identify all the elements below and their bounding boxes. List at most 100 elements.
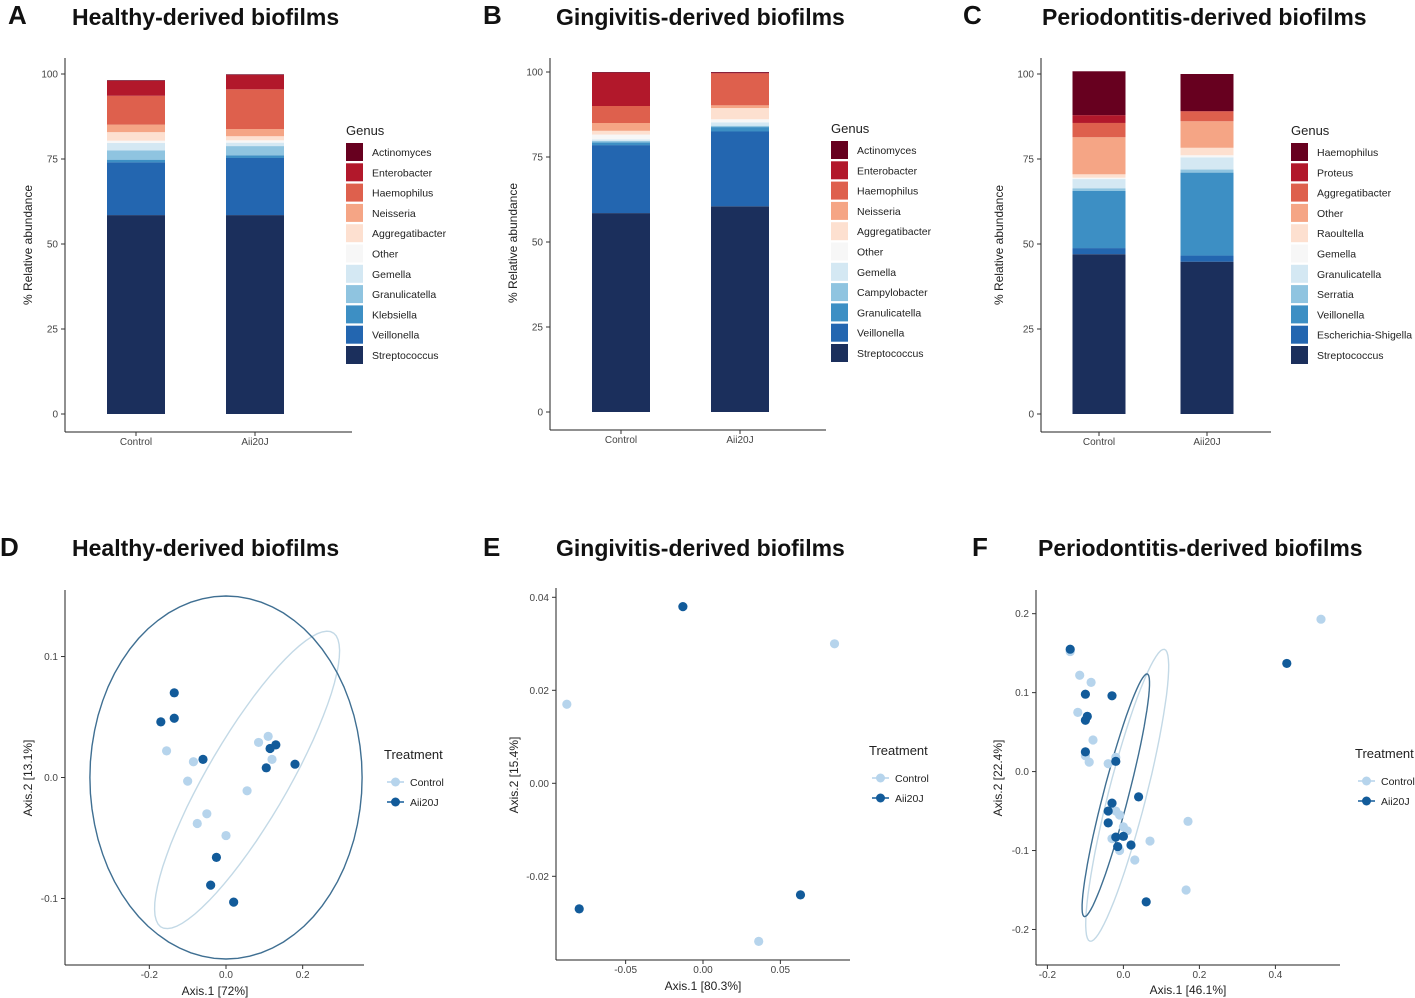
- point-aii20j: [1126, 840, 1136, 850]
- point-control: [1103, 759, 1113, 769]
- point-control: [188, 757, 199, 767]
- legend-swatch: [346, 305, 363, 324]
- bar-segment-granulicatella: [107, 150, 165, 160]
- bar-segment-other: [226, 140, 284, 143]
- y-tick-label: 75: [532, 153, 544, 164]
- ellipse-aii20j: [1081, 673, 1151, 918]
- bar-segment-gemella: [592, 139, 650, 142]
- legend-swatch: [346, 203, 363, 222]
- x-tick-label: Aii20J: [241, 437, 268, 448]
- bar-segment-neisseria: [592, 123, 650, 131]
- y-tick-label: 50: [47, 240, 59, 251]
- legend-swatch: [1291, 285, 1308, 304]
- bar-segment-aggregatibacter: [1180, 111, 1234, 122]
- point-aii20j: [1141, 897, 1151, 907]
- legend-label: Control: [1381, 776, 1415, 788]
- legend-marker: [876, 773, 885, 783]
- point-aii20j: [211, 852, 222, 862]
- legend-swatch: [1291, 244, 1308, 263]
- bar-segment-neisseria: [107, 124, 165, 133]
- bar-segment-aggregatibacter: [592, 130, 650, 135]
- bar-segment-serratia: [1180, 169, 1234, 173]
- y-tick-label: 0.02: [530, 686, 550, 697]
- legend-swatch: [346, 264, 363, 283]
- legend-label: Other: [857, 247, 884, 259]
- bar-segment-other: [1180, 121, 1234, 148]
- legend-label: Gemella: [1317, 249, 1356, 261]
- bar-segment-granulicatella: [226, 146, 284, 156]
- y-tick-label: 0.1: [44, 652, 58, 663]
- legend-swatch: [831, 344, 848, 362]
- bar-segment-neisseria: [711, 105, 769, 109]
- stacked-bar-chart-c: C Periodontitis-derived biofilms 0 25 50 75 10…: [963, 0, 1412, 448]
- y-axis-title: % Relative abundance: [21, 185, 35, 305]
- legend-swatch: [831, 242, 848, 261]
- bar-segment-serratia: [1072, 188, 1126, 191]
- legend-title: Treatment: [869, 743, 928, 758]
- legend: Genus Actinomyces Enterobacter Haemophilus N…: [831, 121, 932, 362]
- y-tick-label: 100: [526, 68, 543, 79]
- scatter-plot-f: F Periodontitis-derived biofilms -0.2 0.0 0.…: [972, 532, 1415, 997]
- bar-segment-streptococcus: [107, 215, 165, 414]
- legend-label: Enterobacter: [372, 167, 433, 179]
- bar-segment-veillonella: [711, 131, 769, 207]
- y-axis-title: Axis.2 [13.1%]: [21, 740, 35, 817]
- bar-segment-other: [711, 119, 769, 123]
- legend-title: Treatment: [1355, 746, 1414, 761]
- legend-swatch: [1291, 305, 1308, 324]
- y-tick-label: 0: [1028, 410, 1034, 421]
- point-control: [1075, 670, 1085, 680]
- legend-label: Aii20J: [410, 797, 439, 809]
- legend-swatch: [346, 325, 363, 344]
- legend-swatch: [831, 222, 848, 241]
- bar-segment-escherichia-shigella: [1072, 248, 1126, 255]
- x-tick-label: 0.2: [1192, 970, 1206, 981]
- legend-swatch: [1291, 183, 1308, 202]
- point-aii20j: [1118, 831, 1128, 841]
- y-axis-title: Axis.2 [15.4%]: [507, 737, 521, 814]
- bar-segment-raoultella: [1180, 147, 1234, 156]
- point-aii20j: [1111, 832, 1121, 842]
- scatter-plot-d: D Healthy-derived biofilms -0.2 0.0 0.2 -0.1 0…: [0, 532, 444, 998]
- legend-swatch: [346, 346, 363, 364]
- point-control: [192, 818, 202, 829]
- x-tick-label: -0.05: [614, 965, 637, 976]
- bar-segment-aggregatibacter: [1072, 122, 1126, 138]
- bar-segment-gemella: [226, 142, 284, 147]
- bar-segment-haemophilus: [711, 73, 769, 106]
- point-aii20j: [229, 897, 239, 907]
- bar-segment-actinomyces: [592, 72, 650, 73]
- bar-segment-granulicatella: [711, 127, 769, 132]
- bar-segment-other: [1072, 137, 1126, 175]
- bar-segment-granulicatella: [592, 142, 650, 146]
- y-tick-label: 25: [1023, 325, 1035, 336]
- legend-swatch: [346, 244, 363, 263]
- point-aii20j: [206, 880, 216, 890]
- y-tick-label: 25: [47, 325, 59, 336]
- bar-segment-aggregatibacter: [226, 136, 284, 141]
- y-tick-label: 50: [1023, 240, 1035, 251]
- panel-title: Periodontitis-derived biofilms: [1038, 535, 1363, 561]
- bar-segment-raoultella: [1072, 174, 1126, 178]
- bar-segment-actinomyces: [107, 80, 165, 81]
- bar-segment-streptococcus: [1072, 254, 1126, 414]
- ellipse-control: [1084, 648, 1170, 942]
- bar-segment-enterobacter: [592, 72, 650, 106]
- x-tick-label: 0.2: [296, 970, 310, 981]
- stacked-bar-chart-a: A Healthy-derived biofilms 0 25 50 75 100 % Rel…: [8, 0, 447, 448]
- legend: Treatment Control Aii20J: [384, 747, 444, 809]
- legend-swatch: [1291, 346, 1308, 364]
- panel-title: Gingivitis-derived biofilms: [556, 535, 845, 561]
- bar-segment-klebsiella: [226, 155, 284, 158]
- bar-segment-gemella: [107, 143, 165, 151]
- y-tick-label: 25: [532, 323, 544, 334]
- scatter-plot-e: E Gingivitis-derived biofilms -0.05 0.00 0.0…: [483, 532, 929, 993]
- bar-segment-enterobacter: [226, 75, 284, 90]
- legend-swatch: [831, 303, 848, 322]
- bar-segment-streptococcus: [711, 206, 769, 412]
- legend-label: Other: [372, 249, 399, 261]
- legend-title: Genus: [1291, 123, 1330, 138]
- bar-segment-gemella: [1180, 155, 1234, 158]
- panel-letter: B: [483, 0, 502, 30]
- point-control: [242, 786, 252, 796]
